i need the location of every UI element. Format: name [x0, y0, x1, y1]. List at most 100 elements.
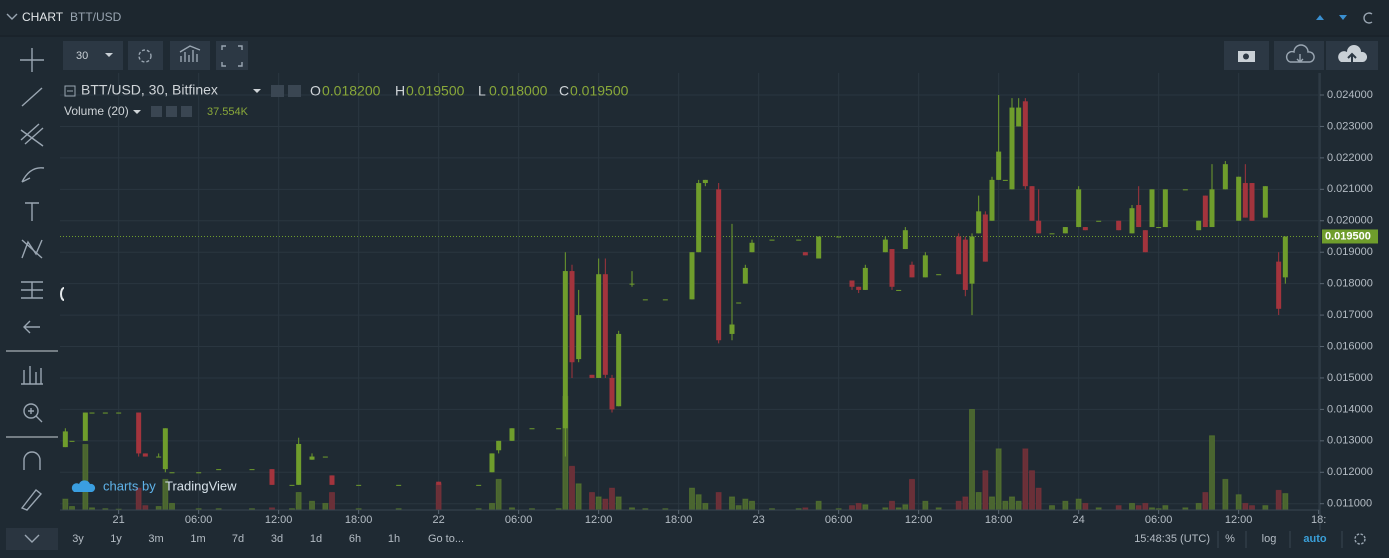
volume-settings-icon[interactable]	[166, 106, 177, 117]
back-tool[interactable]	[23, 320, 40, 334]
volume-bar	[82, 443, 89, 511]
legend-arrow[interactable]	[253, 89, 261, 93]
volume-bar	[309, 500, 315, 511]
volume-bar	[1209, 435, 1215, 511]
measure-tool[interactable]	[21, 281, 43, 299]
candle-body	[1062, 227, 1068, 234]
volume-remove-icon[interactable]	[181, 106, 192, 117]
candle-body	[689, 252, 695, 300]
footer-settings-icon[interactable]	[1354, 533, 1366, 545]
candle-body	[596, 274, 602, 378]
candle-body	[396, 484, 402, 486]
range-button[interactable]: 6h	[349, 533, 361, 545]
volume-bar	[435, 483, 442, 511]
move-down-icon[interactable]	[1339, 15, 1347, 20]
candle-body	[569, 271, 575, 363]
y-tick-label: 0.021000	[1327, 183, 1373, 195]
range-button[interactable]: 1h	[388, 533, 400, 545]
auto-toggle[interactable]: auto	[1303, 533, 1327, 545]
range-button[interactable]: 3y	[72, 533, 84, 545]
candle-body	[289, 484, 295, 486]
volume-bar	[569, 465, 575, 511]
candle-body	[309, 456, 315, 460]
candle-body	[729, 324, 735, 334]
volume-bar	[742, 498, 749, 511]
candle-body	[736, 302, 742, 304]
y-tick-label: 0.016000	[1327, 340, 1373, 352]
candle-body	[576, 315, 582, 360]
legend-collapse[interactable]	[64, 85, 76, 97]
range-button[interactable]: 3m	[148, 533, 163, 545]
more-button[interactable]	[6, 528, 58, 550]
collapse-icon[interactable]	[6, 13, 18, 20]
candle-body	[82, 412, 88, 441]
x-tick-label: 18:00	[665, 514, 693, 526]
goto-button[interactable]: Go to...	[428, 533, 464, 545]
volume-bar	[702, 502, 709, 511]
clock: 15:48:35 (UTC)	[1134, 533, 1210, 545]
trendline-tool[interactable]	[21, 87, 43, 107]
range-button[interactable]: 1d	[310, 533, 322, 545]
volume-bar	[1195, 502, 1202, 511]
range-button[interactable]: 1m	[190, 533, 205, 545]
zoom-tool[interactable]	[23, 403, 39, 419]
volume-bar	[695, 494, 702, 511]
top-toolbar: 30	[63, 41, 1378, 70]
candle-body	[1029, 186, 1035, 221]
candle-body	[1236, 176, 1242, 221]
range-button[interactable]: 3d	[271, 533, 283, 545]
volume-bar	[962, 496, 969, 511]
volume-arrow[interactable]	[133, 110, 141, 114]
settings-button[interactable]	[128, 41, 163, 70]
volume-bar	[62, 498, 69, 511]
x-tick-label: 18:00	[985, 514, 1013, 526]
candle-body	[1002, 179, 1008, 181]
ohlc-value: 0.018200	[322, 83, 381, 99]
volume-bar	[1062, 500, 1069, 511]
volume-eye-icon[interactable]	[151, 106, 162, 117]
measure-icon[interactable]	[21, 366, 43, 385]
pattern-tool[interactable]	[21, 239, 43, 259]
x-tick-label: 21	[113, 514, 125, 526]
watermark[interactable]: charts by TradingView	[71, 478, 237, 493]
magnet-tool[interactable]	[23, 451, 41, 470]
fib-tool[interactable]	[20, 123, 44, 147]
brush-tool[interactable]	[21, 167, 45, 183]
x-tick-label: 06:00	[185, 514, 213, 526]
y-tick-label: 0.023000	[1327, 120, 1373, 132]
last-price-box	[1322, 229, 1378, 244]
x-tick-label: 23	[753, 514, 765, 526]
candle-body	[1082, 227, 1088, 231]
candle-body	[962, 239, 968, 290]
text-tool[interactable]	[25, 202, 39, 221]
scroll-handle[interactable]	[60, 287, 65, 301]
volume-bar	[989, 496, 995, 511]
interval-button[interactable]	[63, 41, 123, 70]
legend-settings-icon[interactable]	[288, 85, 301, 97]
volume-bar	[295, 492, 302, 511]
candle-body	[249, 469, 255, 471]
range-button[interactable]: 1y	[110, 533, 122, 545]
crosshair-tool[interactable]	[20, 48, 44, 72]
volume-bar	[855, 502, 862, 511]
candle-body	[1036, 220, 1042, 234]
volume-bar	[489, 502, 495, 511]
volume-bar	[1029, 470, 1035, 511]
y-tick-label: 0.012000	[1327, 466, 1373, 478]
volume-bar	[589, 492, 595, 511]
fullscreen-button[interactable]	[216, 41, 248, 70]
legend-eye-icon[interactable]	[271, 85, 284, 97]
lock-tool[interactable]	[20, 489, 43, 511]
percent-toggle[interactable]: %	[1225, 533, 1235, 545]
volume-bar	[889, 500, 895, 511]
refresh-icon[interactable]	[1363, 12, 1373, 24]
log-toggle[interactable]: log	[1262, 533, 1277, 545]
volume-bar	[1282, 493, 1289, 511]
candle-body	[1182, 189, 1188, 191]
move-up-icon[interactable]	[1316, 15, 1324, 20]
candle-body	[196, 472, 202, 474]
volume-bar	[1002, 500, 1009, 511]
range-button[interactable]: 7d	[232, 533, 244, 545]
volume-bar	[1022, 448, 1029, 511]
